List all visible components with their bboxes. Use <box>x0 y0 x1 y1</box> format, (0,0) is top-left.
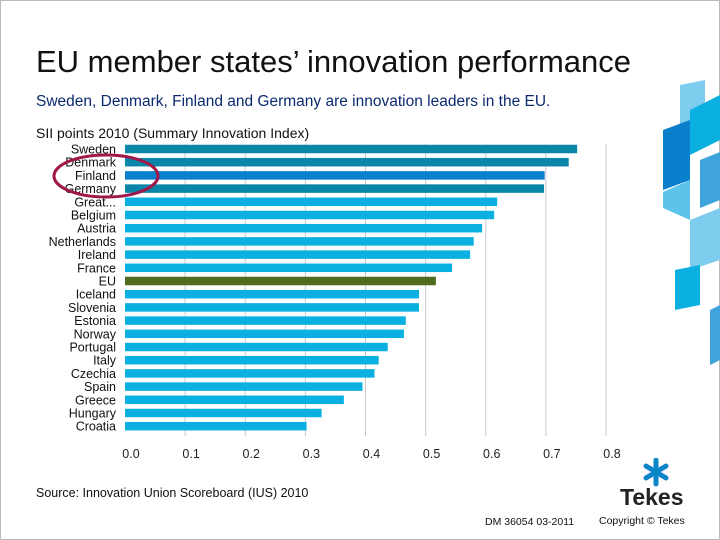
tekes-asterisk-icon <box>643 458 669 487</box>
y-category-label: Austria <box>77 222 116 236</box>
bar-iceland <box>125 289 420 299</box>
y-category-label: Portugal <box>69 341 116 355</box>
y-category-label: Estonia <box>74 314 116 328</box>
bar-great <box>125 197 498 207</box>
bar-czechia <box>125 369 375 378</box>
y-category-label: Slovenia <box>68 301 116 315</box>
x-tick-label: 0.8 <box>603 447 620 461</box>
x-tick-label: 0.0 <box>122 447 139 461</box>
y-category-label: Czechia <box>71 367 116 381</box>
y-category-label: Iceland <box>76 288 116 302</box>
tekes-logo: Tekes <box>620 484 684 510</box>
bar-ireland <box>125 250 471 259</box>
y-category-label: Netherlands <box>49 235 116 249</box>
document-id: DM 36054 03-2011 <box>485 516 575 528</box>
bar-france <box>125 263 453 273</box>
source-note: Source: Innovation Union Scoreboard (IUS… <box>36 486 309 500</box>
x-tick-label: 0.3 <box>303 447 320 461</box>
x-tick-label: 0.6 <box>483 447 500 461</box>
y-category-label: Italy <box>93 354 117 368</box>
bar-hungary <box>125 408 322 418</box>
y-category-label: Denmark <box>65 156 116 170</box>
x-tick-label: 0.2 <box>243 447 260 461</box>
slide-title: EU member states’ innovation performance <box>36 44 632 79</box>
y-category-label: Spain <box>84 380 116 394</box>
bar-portugal <box>125 342 388 352</box>
y-category-label: Ireland <box>78 248 116 262</box>
bar-denmark <box>125 157 569 167</box>
y-category-label: Sweden <box>71 143 116 157</box>
y-category-label: Germany <box>65 182 117 196</box>
y-category-label: EU <box>99 275 116 289</box>
highlight-circle <box>52 153 160 199</box>
bar-belgium <box>125 210 495 220</box>
bar-chart: SwedenDenmarkFinlandGermanyGreat...Belgi… <box>49 143 621 462</box>
bar-austria <box>125 223 483 233</box>
y-category-label: Greece <box>75 393 116 407</box>
decorative-blocks <box>663 80 720 365</box>
slide-subtitle: Sweden, Denmark, Finland and Germany are… <box>36 93 551 110</box>
copyright: Copyright © Tekes <box>599 515 685 527</box>
bar-italy <box>125 355 379 365</box>
x-tick-label: 0.5 <box>423 447 440 461</box>
y-category-label: Croatia <box>76 420 116 434</box>
bar-eu <box>125 276 436 286</box>
chart-title: SII points 2010 (Summary Innovation Inde… <box>36 125 310 141</box>
y-category-label: Great... <box>74 195 116 209</box>
bar-germany <box>125 184 545 193</box>
bar-norway <box>125 329 404 339</box>
x-tick-label: 0.7 <box>543 447 560 461</box>
bar-sweden <box>125 144 578 154</box>
bar-finland <box>125 171 545 180</box>
y-category-label: Hungary <box>69 407 117 421</box>
x-tick-label: 0.4 <box>363 447 380 461</box>
bar-slovenia <box>125 303 420 312</box>
bar-croatia <box>125 421 307 431</box>
y-category-label: France <box>77 261 116 275</box>
bar-estonia <box>125 316 406 325</box>
bar-greece <box>125 395 344 405</box>
y-category-label: Finland <box>75 169 116 183</box>
bar-spain <box>125 382 363 391</box>
bar-netherlands <box>125 237 474 246</box>
x-tick-label: 0.1 <box>182 447 199 461</box>
y-category-label: Norway <box>74 327 117 341</box>
y-category-label: Belgium <box>71 209 116 223</box>
